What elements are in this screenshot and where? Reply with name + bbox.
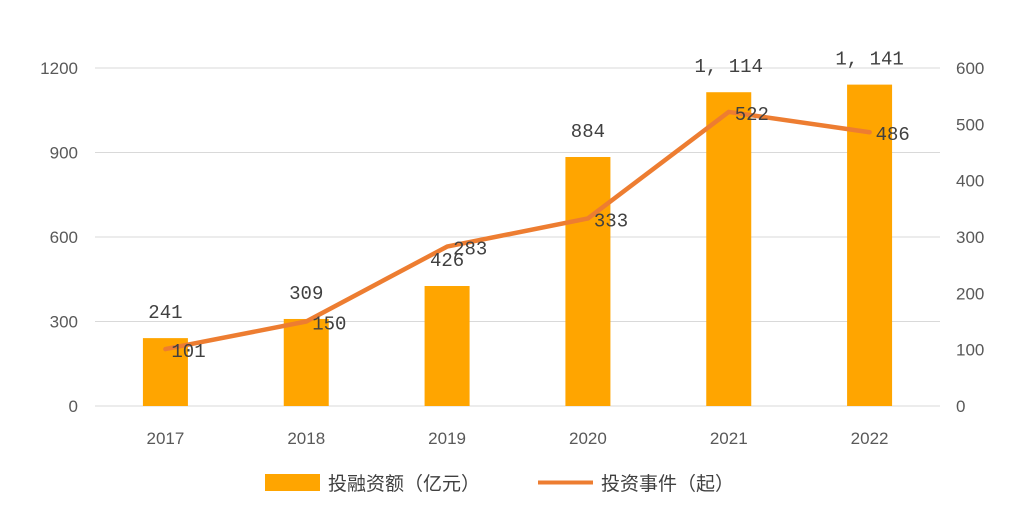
- line-point: [304, 319, 309, 324]
- right-axis-ticks: 0 100 200 300 400 500 600: [956, 59, 984, 416]
- bar-value-label: 884: [571, 121, 605, 143]
- left-axis-ticks: 0 300 600 900 1200: [40, 59, 78, 416]
- right-tick-label: 300: [956, 228, 984, 247]
- line-value-label: 283: [453, 239, 487, 261]
- x-tick-label: 2020: [569, 429, 607, 448]
- right-tick-label: 0: [956, 397, 965, 416]
- x-tick-label: 2022: [851, 429, 889, 448]
- bar-value-label: 426: [430, 250, 464, 272]
- left-tick-label: 1200: [40, 59, 78, 78]
- line-value-label: 333: [594, 210, 628, 232]
- legend: 投融资额（亿元） 投资事件（起）: [265, 473, 734, 495]
- line-point: [163, 347, 168, 352]
- x-tick-label: 2018: [287, 429, 325, 448]
- line-point: [585, 216, 590, 221]
- bar: [424, 286, 470, 406]
- left-tick-label: 300: [50, 313, 78, 332]
- series-line: [163, 109, 872, 352]
- right-tick-label: 600: [956, 59, 984, 78]
- line-series: [163, 109, 872, 352]
- left-tick-label: 0: [69, 397, 78, 416]
- right-tick-label: 400: [956, 172, 984, 191]
- bar-value-label: 241: [148, 302, 182, 324]
- right-tick-label: 100: [956, 341, 984, 360]
- line-value-label: 101: [171, 341, 205, 363]
- bar-value-label: 1, 141: [835, 49, 903, 71]
- bar: [847, 84, 893, 406]
- x-axis-ticks: 2017 2018 2019 2020 2021 2022: [147, 429, 889, 448]
- left-tick-label: 600: [50, 228, 78, 247]
- line-value-label: 486: [876, 124, 910, 146]
- line-value-label: 150: [312, 314, 346, 336]
- x-tick-label: 2017: [147, 429, 185, 448]
- legend-label-bar: 投融资额（亿元）: [328, 473, 480, 495]
- bar: [283, 318, 329, 406]
- legend-label-line: 投资事件（起）: [601, 473, 734, 495]
- x-tick-label: 2019: [428, 429, 466, 448]
- right-tick-label: 500: [956, 115, 984, 134]
- line-point: [445, 244, 450, 249]
- legend-swatch-bar: [265, 474, 320, 491]
- x-tick-label: 2021: [710, 429, 748, 448]
- gridlines: [95, 67, 940, 407]
- line-point: [726, 109, 731, 114]
- bar-value-label: 309: [289, 283, 323, 305]
- bar-value-label: 1, 114: [695, 56, 763, 78]
- line-point: [867, 130, 872, 135]
- right-tick-label: 200: [956, 284, 984, 303]
- bar-data-labels: 241 309 426 884 1, 114 1, 141: [148, 49, 903, 325]
- line-data-labels: 101 150 283 333 522 486: [171, 104, 909, 363]
- line-value-label: 522: [735, 104, 769, 126]
- bar: [565, 157, 611, 406]
- left-tick-label: 900: [50, 144, 78, 163]
- bar-series: [142, 84, 893, 407]
- bar: [706, 92, 752, 407]
